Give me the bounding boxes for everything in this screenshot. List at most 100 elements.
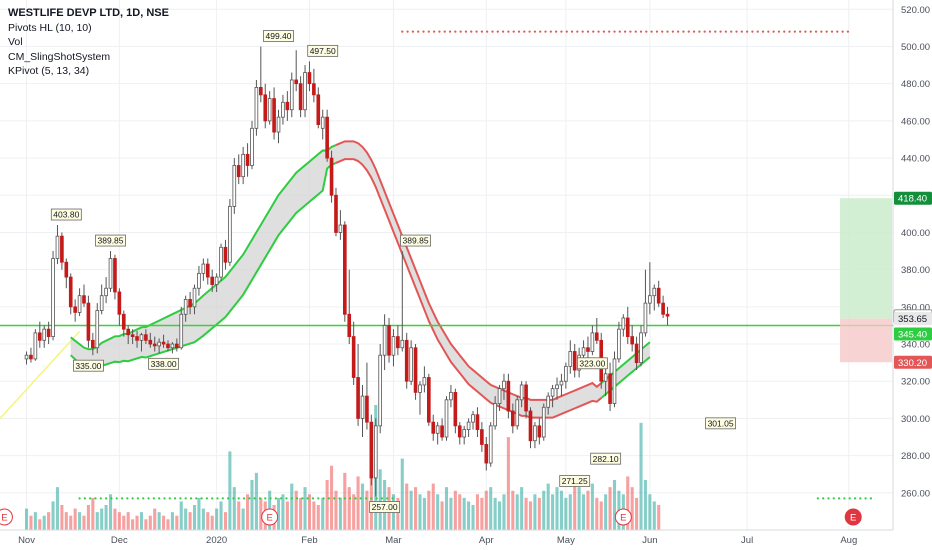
earnings-icon <box>0 508 13 526</box>
candle-body <box>37 332 42 341</box>
green-dot <box>142 497 145 500</box>
candle-body <box>581 347 586 356</box>
candle-body <box>254 87 259 129</box>
candle-body <box>462 429 466 438</box>
red-dot <box>708 30 712 33</box>
volume-bar <box>131 519 135 530</box>
candle-body <box>236 165 241 178</box>
volume-bar <box>104 505 108 530</box>
red-dot <box>581 30 584 33</box>
red-dot <box>809 30 812 33</box>
pivot-label: 335.00 <box>73 359 104 372</box>
candle-body <box>488 425 493 464</box>
volume-bar <box>334 490 338 530</box>
candle-body <box>188 299 192 308</box>
volume-bar <box>626 476 630 530</box>
volume-bar <box>515 494 519 530</box>
green-dot <box>78 497 81 500</box>
pivot-label-box <box>369 501 401 513</box>
candle-body <box>524 384 528 412</box>
green-dot <box>380 497 384 500</box>
candle-body <box>214 276 219 285</box>
red-dot <box>756 30 759 33</box>
volume-bar <box>294 490 298 530</box>
pivot-label-text: 257.00 <box>372 502 398 512</box>
target-box[interactable] <box>839 198 892 363</box>
price-tag-box <box>894 355 932 369</box>
green-dot <box>869 497 872 500</box>
pivot-label: 497.50 <box>307 44 339 57</box>
green-dot <box>848 497 851 500</box>
candle-body <box>170 343 175 349</box>
volume-bar <box>648 494 652 530</box>
indicator-kpivot[interactable]: KPivot (5, 13, 34) <box>8 65 90 77</box>
earnings-icon-letter: E <box>266 513 272 524</box>
green-dot <box>843 497 846 500</box>
pivot-label-text: 323.00 <box>579 358 605 368</box>
candle-body <box>289 79 294 111</box>
red-dot <box>655 30 659 33</box>
candle-body <box>307 72 312 85</box>
candle-body <box>396 336 400 349</box>
candle-body <box>634 343 639 364</box>
volume-bar <box>467 501 471 530</box>
volume-bar <box>475 494 479 530</box>
volume-bar <box>166 519 170 530</box>
x-tick-label: Apr <box>479 535 494 546</box>
candle-body <box>427 377 431 423</box>
red-dot <box>586 30 590 33</box>
volume-bar <box>78 512 82 530</box>
indicator-volume[interactable]: Vol <box>8 36 23 48</box>
y-axis[interactable]: 260.00 280.00 300.00 320.00 340.00 360.00 380.… <box>892 0 932 550</box>
volume-bar <box>635 497 639 530</box>
volume-bar <box>206 512 210 530</box>
candle-body <box>245 153 250 166</box>
volume-bar <box>418 494 422 530</box>
volume-bar <box>228 451 232 530</box>
red-dot <box>814 30 818 33</box>
x-tick-label: Aug <box>840 535 857 546</box>
price-tag-label: 418.40 <box>898 194 927 205</box>
red-dot <box>682 30 685 33</box>
pivot-label-text: 403.80 <box>53 210 79 220</box>
candle-body <box>400 339 405 349</box>
red-dot <box>417 30 420 33</box>
red-dot <box>820 30 823 33</box>
candle-body <box>77 295 82 313</box>
volume-bar <box>55 487 60 530</box>
x-axis[interactable]: Nov Dec 2020 Feb Mar Apr May Jun Jul Aug <box>0 529 893 546</box>
candle-body <box>541 406 546 438</box>
candle-body <box>334 194 338 233</box>
red-dot <box>618 30 621 33</box>
red-dot <box>746 30 749 33</box>
y-tick-label: 400.00 <box>901 228 930 239</box>
candle-body <box>320 116 325 129</box>
indicator-pivots[interactable]: Pivots HL (10, 10) <box>8 21 92 34</box>
pivot-label-text: 282.10 <box>593 454 619 464</box>
candle-body <box>617 328 621 360</box>
candle-body <box>228 206 232 263</box>
green-dot <box>853 497 857 500</box>
candle-body <box>113 258 117 293</box>
red-dot <box>491 30 494 33</box>
green-dot <box>306 497 309 500</box>
volume-bar <box>369 462 373 530</box>
volume-bar <box>312 501 316 530</box>
volume-bar <box>259 497 263 530</box>
volume-bar <box>91 497 95 530</box>
green-dot <box>343 497 346 500</box>
price-tag: 353.65 <box>894 312 932 326</box>
price-tag: 418.40 <box>894 191 932 205</box>
indicator-slingshot[interactable]: CM_SlingShotSystem <box>8 50 111 63</box>
volume-bar <box>51 501 55 530</box>
candle-body <box>91 339 95 349</box>
red-dot <box>592 30 595 33</box>
green-dot <box>248 497 251 500</box>
pivot-label-text: 389.85 <box>403 236 429 246</box>
green-dot <box>205 497 208 500</box>
red-dot <box>703 30 706 33</box>
volume-bar <box>250 480 254 530</box>
red-dot <box>735 30 738 33</box>
